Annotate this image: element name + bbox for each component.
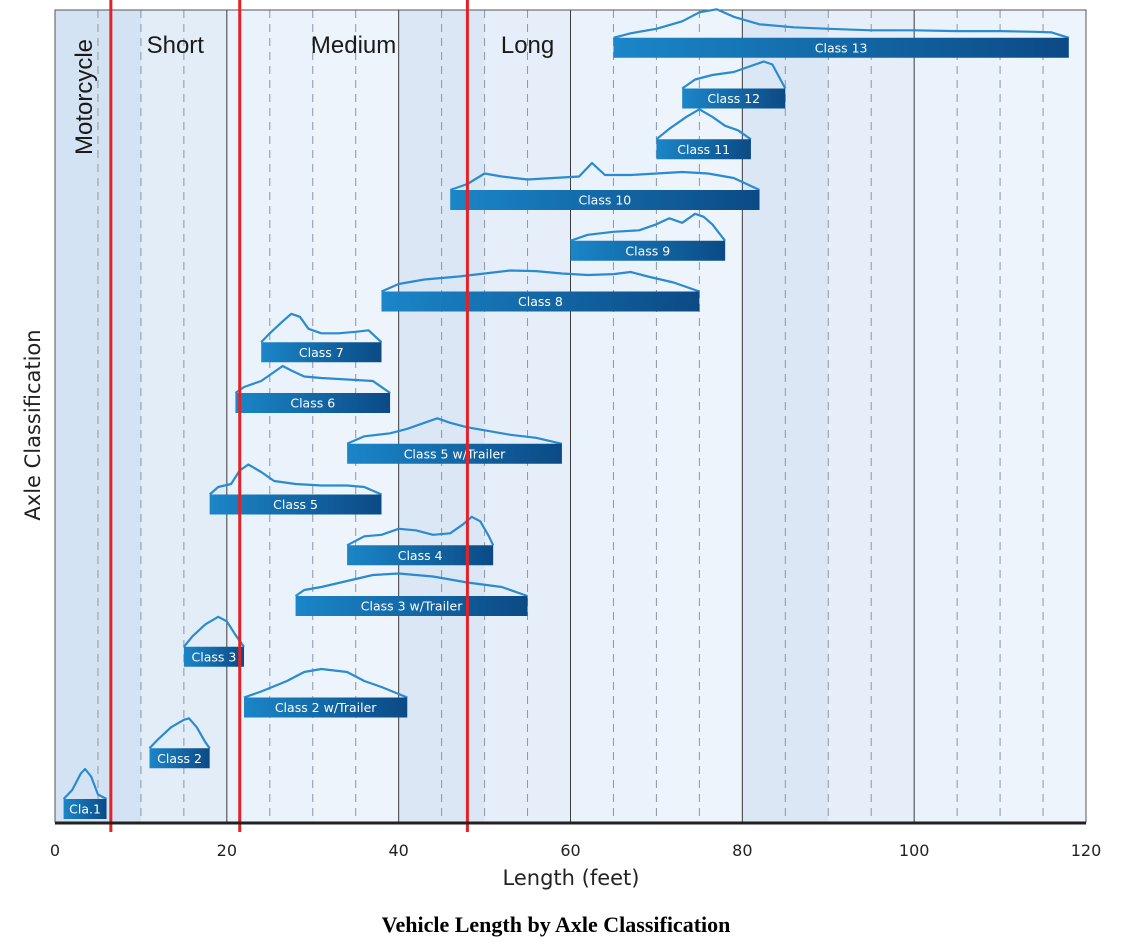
distribution-curve bbox=[243, 667, 408, 699]
series-class-7: Class 7 bbox=[260, 312, 383, 363]
x-tick-label: 80 bbox=[732, 841, 752, 860]
length-range-bar bbox=[381, 291, 700, 312]
x-tick-label: 0 bbox=[50, 841, 60, 860]
x-tick-label: 20 bbox=[217, 841, 237, 860]
x-axis-title: Length (feet) bbox=[503, 866, 640, 890]
bar-label: Class 12 bbox=[707, 91, 760, 106]
distribution-curve bbox=[570, 212, 726, 242]
bar-label: Class 5 bbox=[273, 497, 318, 512]
bar-label: Class 5 w/Trailer bbox=[404, 446, 506, 461]
bin-label-short: Short bbox=[147, 32, 205, 59]
bar-label: Class 3 w/Trailer bbox=[361, 599, 463, 614]
bin-label-motorcycle: Motorcycle bbox=[71, 39, 98, 155]
series-layer: Cla.1 Class 2 Class 2 w/Trailer Class 3 Clas… bbox=[62, 8, 1070, 819]
length-range-bar bbox=[682, 88, 786, 109]
series-class-4: Class 4 bbox=[346, 515, 495, 566]
length-range-bar bbox=[63, 799, 107, 819]
bar-label: Class 10 bbox=[578, 193, 631, 208]
x-axis: 0 20 40 60 80 100 120 bbox=[50, 821, 1102, 860]
distribution-curve bbox=[183, 615, 245, 648]
series-class-2: Class 2 bbox=[148, 717, 211, 769]
length-range-bar bbox=[183, 646, 245, 667]
x-tick-label: 60 bbox=[560, 841, 580, 860]
length-range-bar bbox=[347, 443, 562, 464]
distribution-curve bbox=[346, 417, 563, 445]
series-class-12: Class 12 bbox=[681, 60, 787, 109]
series-class-3: Class 3 bbox=[183, 615, 245, 667]
bar-label: Class 9 bbox=[625, 243, 670, 258]
series-class-8: Class 8 bbox=[381, 269, 700, 312]
bar-label: Class 4 bbox=[398, 548, 443, 563]
distribution-curve bbox=[260, 312, 383, 344]
series-class-10: Class 10 bbox=[449, 161, 760, 210]
distribution-curve bbox=[148, 717, 211, 750]
threshold-lines bbox=[109, 0, 469, 832]
distribution-curve bbox=[62, 767, 108, 800]
y-axis-title: Axle Classification bbox=[21, 329, 45, 520]
length-range-bar bbox=[209, 494, 382, 515]
distribution-curve bbox=[381, 269, 700, 293]
length-range-bar bbox=[450, 190, 760, 210]
series-class-9: Class 9 bbox=[570, 212, 726, 261]
distribution-curve bbox=[655, 108, 752, 141]
distribution-curve bbox=[681, 60, 787, 90]
gridlines bbox=[97, 10, 1044, 822]
bar-label: Cla.1 bbox=[69, 802, 101, 817]
bar-label: Class 3 bbox=[192, 649, 237, 664]
length-range-bar bbox=[261, 342, 382, 363]
bar-label: Class 6 bbox=[290, 396, 335, 411]
length-range-bar bbox=[570, 240, 726, 261]
bar-label: Class 2 w/Trailer bbox=[275, 700, 377, 715]
length-range-bar bbox=[295, 596, 528, 616]
length-range-bar bbox=[656, 139, 751, 160]
bin-label-long: Long bbox=[501, 32, 554, 59]
x-tick-label: 40 bbox=[388, 841, 408, 860]
distribution-curve bbox=[208, 463, 382, 496]
length-range-bar bbox=[235, 393, 391, 413]
series-class-5-w-trailer: Class 5 w/Trailer bbox=[346, 417, 563, 464]
series-class-2-w-trailer: Class 2 w/Trailer bbox=[243, 667, 408, 718]
bar-label: Class 11 bbox=[677, 142, 730, 157]
length-range-bar bbox=[149, 748, 210, 769]
series-cla-1: Cla.1 bbox=[62, 767, 108, 819]
length-range-bar bbox=[347, 545, 494, 566]
bar-label: Class 8 bbox=[518, 294, 563, 309]
bar-label: Class 2 bbox=[157, 751, 202, 766]
series-class-11: Class 11 bbox=[655, 108, 752, 160]
distribution-curve bbox=[449, 161, 760, 192]
bar-label: Class 7 bbox=[299, 345, 344, 360]
series-class-3-w-trailer: Class 3 w/Trailer bbox=[294, 572, 528, 616]
distribution-curve bbox=[613, 8, 1070, 39]
series-class-6: Class 6 bbox=[234, 364, 391, 413]
series-class-13: Class 13 bbox=[613, 8, 1070, 58]
length-range-bar bbox=[244, 697, 408, 718]
series-class-5: Class 5 bbox=[208, 463, 382, 515]
bin-label-medium: Medium bbox=[311, 32, 396, 59]
bar-label: Class 13 bbox=[815, 40, 868, 55]
band-labels: Motorcycle Short Medium Long bbox=[71, 32, 554, 155]
distribution-curve bbox=[234, 364, 391, 394]
distribution-curve bbox=[294, 572, 528, 598]
x-tick-label: 100 bbox=[899, 841, 930, 860]
distribution-curve bbox=[346, 515, 495, 547]
length-range-bar bbox=[613, 37, 1069, 58]
x-tick-label: 120 bbox=[1071, 841, 1102, 860]
chart-title: Vehicle Length by Axle Classification bbox=[382, 912, 731, 937]
